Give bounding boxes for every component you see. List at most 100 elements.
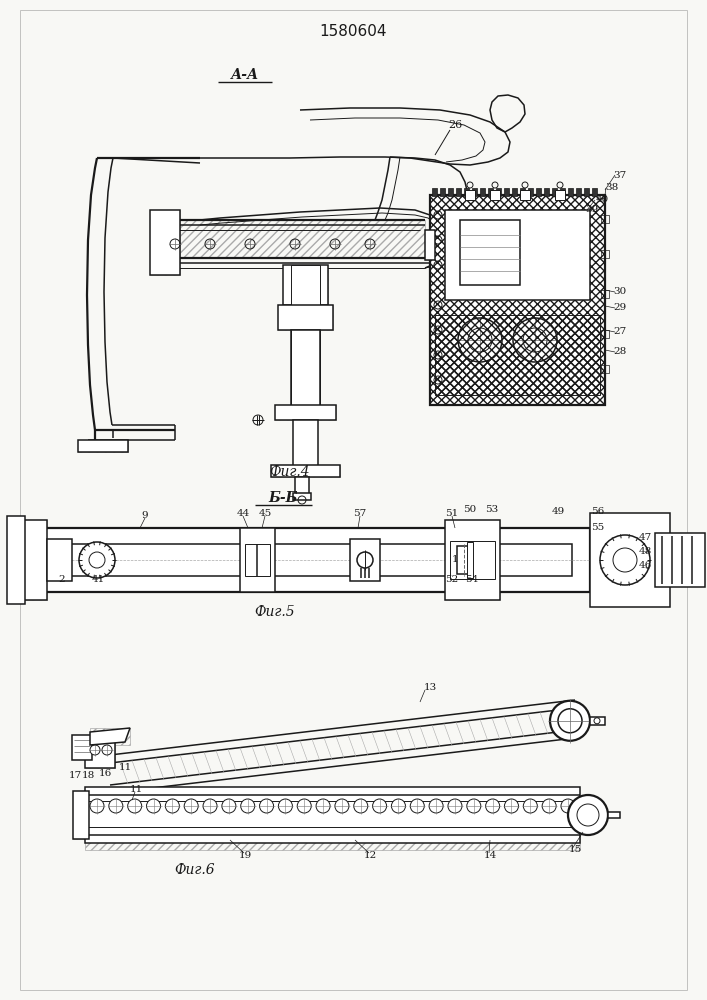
Bar: [555, 190, 565, 200]
Text: А-А: А-А: [231, 68, 259, 82]
Text: 53: 53: [486, 506, 498, 514]
Bar: [85, 738, 115, 768]
Circle shape: [357, 552, 373, 568]
Circle shape: [90, 799, 104, 813]
Bar: [464, 188, 469, 196]
Bar: [445, 210, 590, 300]
Text: 50: 50: [463, 506, 477, 514]
Bar: [445, 520, 500, 600]
Bar: [85, 830, 580, 850]
Bar: [601, 290, 609, 298]
Bar: [472, 188, 477, 196]
Bar: [520, 188, 525, 196]
Bar: [150, 210, 180, 275]
Text: 29: 29: [614, 304, 626, 312]
Circle shape: [203, 799, 217, 813]
Circle shape: [109, 799, 123, 813]
Circle shape: [467, 799, 481, 813]
Bar: [520, 190, 530, 200]
Bar: [552, 188, 557, 196]
Bar: [465, 190, 475, 200]
Bar: [60, 544, 572, 576]
Text: 38: 38: [605, 184, 619, 192]
Text: Фиг.4: Фиг.4: [269, 465, 310, 479]
Text: 40: 40: [595, 196, 609, 205]
Text: 1: 1: [452, 556, 458, 564]
Text: 39: 39: [585, 206, 599, 215]
Bar: [350, 539, 380, 581]
Bar: [655, 533, 705, 587]
Bar: [278, 305, 333, 330]
Text: 2: 2: [59, 576, 65, 584]
Circle shape: [79, 542, 115, 578]
Text: 57: 57: [354, 510, 367, 518]
Bar: [590, 717, 605, 725]
Text: 17: 17: [69, 770, 81, 780]
Circle shape: [550, 701, 590, 741]
Text: 26: 26: [448, 120, 462, 130]
Circle shape: [486, 799, 500, 813]
Bar: [430, 195, 605, 405]
Text: 18: 18: [81, 770, 95, 780]
Bar: [496, 188, 501, 196]
Bar: [47, 539, 72, 581]
Bar: [560, 188, 565, 196]
Text: 54: 54: [465, 576, 479, 584]
Bar: [271, 465, 340, 477]
Text: 51: 51: [445, 510, 459, 518]
Circle shape: [458, 318, 502, 362]
Text: 1580604: 1580604: [320, 24, 387, 39]
Circle shape: [259, 799, 274, 813]
Bar: [245, 544, 270, 576]
Circle shape: [89, 552, 105, 568]
Circle shape: [542, 799, 556, 813]
Circle shape: [373, 799, 387, 813]
Bar: [445, 210, 590, 300]
Text: 52: 52: [445, 576, 459, 584]
Bar: [283, 265, 328, 305]
Circle shape: [410, 799, 424, 813]
Bar: [78, 440, 128, 452]
Bar: [576, 188, 581, 196]
Bar: [592, 188, 597, 196]
Bar: [512, 188, 517, 196]
Bar: [601, 365, 609, 373]
Bar: [584, 188, 589, 196]
Bar: [425, 230, 435, 260]
Bar: [536, 188, 541, 196]
Bar: [435, 315, 600, 395]
Bar: [568, 188, 573, 196]
Circle shape: [600, 535, 650, 585]
Circle shape: [335, 799, 349, 813]
Text: 44: 44: [236, 510, 250, 518]
Circle shape: [577, 804, 599, 826]
Circle shape: [613, 548, 637, 572]
Bar: [601, 215, 609, 223]
Text: Б-Б: Б-Б: [268, 491, 298, 505]
Bar: [90, 728, 130, 745]
Bar: [467, 542, 473, 578]
Circle shape: [102, 745, 112, 755]
Bar: [435, 315, 600, 395]
Bar: [271, 465, 340, 477]
Circle shape: [90, 745, 100, 755]
Bar: [430, 195, 605, 405]
Bar: [155, 220, 425, 258]
Text: 55: 55: [591, 522, 604, 532]
Bar: [601, 330, 609, 338]
Bar: [457, 546, 472, 574]
Circle shape: [468, 328, 492, 352]
Text: 48: 48: [638, 546, 652, 556]
Bar: [504, 188, 509, 196]
Text: Фиг.6: Фиг.6: [175, 863, 216, 877]
Bar: [293, 493, 311, 500]
Bar: [155, 220, 425, 258]
Bar: [22, 520, 47, 600]
Bar: [450, 541, 495, 579]
Circle shape: [185, 799, 198, 813]
Bar: [445, 520, 500, 600]
Circle shape: [558, 709, 582, 733]
Bar: [47, 539, 72, 581]
Bar: [73, 791, 89, 839]
Circle shape: [523, 799, 537, 813]
